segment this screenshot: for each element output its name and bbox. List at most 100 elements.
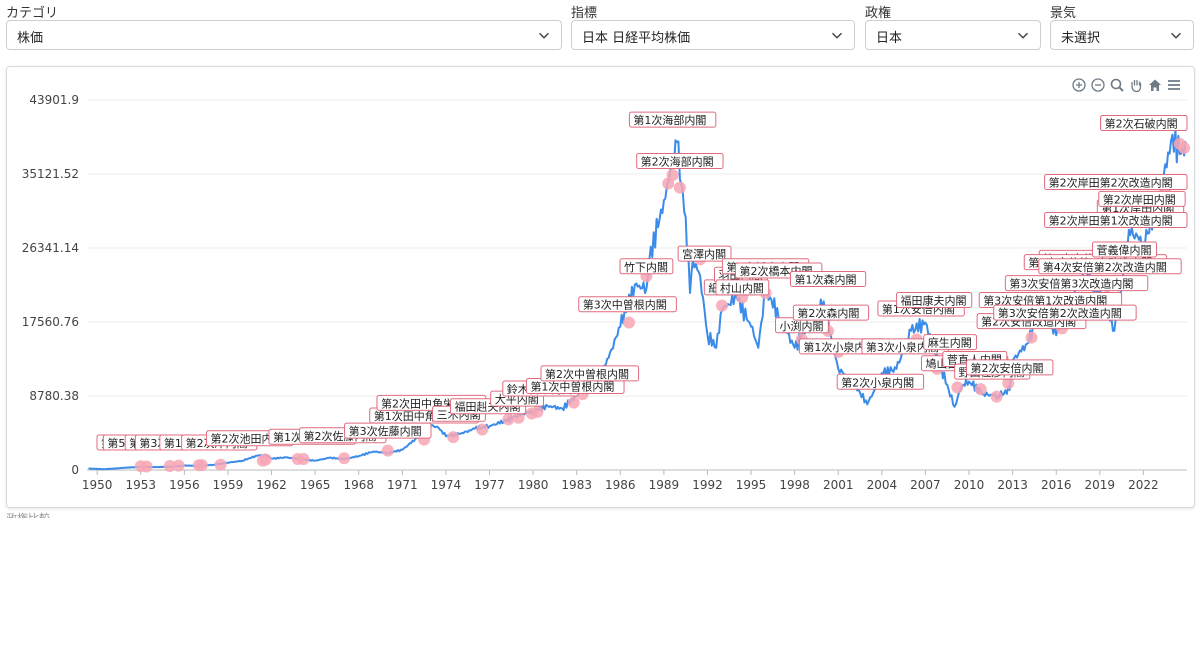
annotation-box: [540, 365, 640, 382]
event-marker: [172, 459, 185, 472]
annotation-label: 菅義偉内閣: [1092, 241, 1158, 258]
event-marker: [195, 459, 208, 472]
annotation-box: [578, 296, 677, 313]
chevron-down-icon: [1170, 32, 1182, 39]
annotation-box: [1038, 258, 1182, 275]
annotation-box: [1004, 275, 1149, 292]
annotation-text: 第1次海部内閣: [633, 113, 706, 127]
annotation-text: 第3次佐藤内閣: [349, 424, 422, 438]
event-marker: [214, 458, 227, 471]
x-tick-label: 1953: [125, 478, 156, 492]
zoom-in-icon[interactable]: [1071, 77, 1087, 93]
annotation-box: [792, 304, 870, 321]
chart-panel: 0 8780.38 17560.76 26341.14 35121.52 43901.9 1…: [6, 66, 1195, 508]
annotation-text: 麻生内閣: [928, 336, 972, 350]
annotation-text: 第2次安倍内閣: [971, 361, 1044, 375]
annotation-box: [896, 292, 973, 309]
x-tick-label: 2022: [1128, 478, 1159, 492]
annotation-text: 竹下内閣: [624, 260, 668, 274]
x-tick-label: 1950: [82, 478, 113, 492]
annotation-text: 第2次中曽根内閣: [545, 367, 629, 381]
annotation-text: 第4次安倍第2次改造内閣: [1043, 260, 1167, 274]
event-marker: [297, 453, 310, 466]
axes: 0 8780.38 17560.76 26341.14 35121.52 43901.9 1…: [22, 93, 1187, 492]
x-tick-label: 1983: [561, 478, 592, 492]
magnifier-icon[interactable]: [1109, 77, 1125, 93]
annotation-text: 菅義偉内閣: [1097, 243, 1152, 257]
annotation-box: [715, 279, 770, 296]
category-select[interactable]: 株価: [6, 20, 562, 50]
x-tick-label: 1977: [474, 478, 505, 492]
annotations: 第5次吉田内閣第5次吉田内閣第1次鳩山内閣第3次鳩山内閣第1次岸内閣第2次岸内閣…: [96, 111, 1188, 451]
annotation-label: 宮澤内閣: [677, 245, 732, 262]
x-tick-label: 2010: [954, 478, 985, 492]
event-marker: [1025, 331, 1038, 344]
annotation-text: 福田康夫内閣: [901, 294, 967, 308]
x-tick-label: 2013: [997, 478, 1028, 492]
category-value: 株価: [17, 31, 44, 46]
annotation-text: 第3次安倍第3次改造内閣: [1009, 277, 1133, 291]
y-tick-label: 17560.76: [22, 315, 79, 329]
menu-icon[interactable]: [1166, 77, 1182, 93]
annotation-label: 第3次安倍第2次改造内閣: [993, 304, 1137, 321]
annotation-text: 第2次海部内閣: [641, 154, 714, 168]
x-tick-label: 1986: [605, 478, 636, 492]
x-tick-label: 1995: [736, 478, 767, 492]
annotation-box: [1044, 211, 1188, 228]
x-tick-label: 1998: [779, 478, 810, 492]
annotation-text: 第2次小泉内閣: [841, 375, 914, 389]
annotation-text: 第3次中曽根内閣: [583, 298, 667, 312]
event-marker: [447, 431, 460, 444]
annotation-label: 第2次岸田第2次改造内閣: [1044, 174, 1188, 191]
annotation-text: 第2次池田内閣: [211, 432, 284, 446]
event-marker: [381, 444, 394, 457]
annotation-text: 村山内閣: [720, 281, 764, 295]
annotation-label: 第2次安倍内閣: [966, 359, 1054, 376]
home-icon[interactable]: [1147, 77, 1163, 93]
event-marker: [338, 452, 351, 465]
annotation-text: 第1次森内閣: [794, 272, 856, 286]
annotation-box: [993, 304, 1137, 321]
event-marker: [512, 411, 525, 424]
annotation-text: 小渕内閣: [780, 319, 824, 333]
annotation-label: 麻生内閣: [923, 334, 978, 351]
annotation-box: [923, 334, 978, 351]
event-marker: [990, 390, 1003, 403]
annotation-label: 第3次中曽根内閣: [578, 296, 677, 313]
annotation-label: 第2次中曽根内閣: [540, 365, 640, 382]
x-tick-label: 1971: [387, 478, 418, 492]
event-marker: [259, 453, 272, 466]
annotation-text: 第3次小泉内閣: [866, 340, 939, 354]
government-select[interactable]: 日本: [865, 20, 1041, 50]
indicator-select[interactable]: 日本 日経平均株価: [571, 20, 855, 50]
annotation-box: [677, 245, 732, 262]
pan-hand-icon[interactable]: [1128, 77, 1144, 93]
event-marker: [623, 316, 636, 329]
x-tick-label: 2001: [823, 478, 854, 492]
x-tick-label: 2004: [867, 478, 898, 492]
x-tick-label: 2016: [1041, 478, 1072, 492]
filter-bar: カテゴリ 株価 指標 日本 日経平均株価 政権 日本 景気 未選択: [0, 0, 1200, 56]
annotation-text: 第1次中曽根内閣: [530, 379, 614, 393]
y-tick-label: 35121.52: [22, 167, 79, 181]
zoom-out-icon[interactable]: [1090, 77, 1106, 93]
stock-price-chart[interactable]: 0 8780.38 17560.76 26341.14 35121.52 43901.9 1…: [7, 67, 1194, 507]
annotation-box: [628, 111, 717, 128]
annotation-label: 第3次安倍第1次改造内閣: [978, 292, 1123, 309]
x-tick-label: 1992: [692, 478, 723, 492]
economy-label: 景気: [1050, 6, 1077, 21]
event-marker: [567, 396, 580, 409]
annotation-label: 第2次石破内閣: [1100, 115, 1188, 132]
annotation-text: 第2次石破内閣: [1105, 117, 1178, 131]
x-tick-label: 1962: [256, 478, 287, 492]
event-marker: [1002, 377, 1015, 390]
annotation-box: [836, 373, 925, 390]
economy-select[interactable]: 未選択: [1050, 20, 1194, 50]
annotation-text: 第1次小泉内閣: [803, 340, 876, 354]
x-tick-label: 1965: [300, 478, 331, 492]
y-tick-label: 0: [71, 463, 79, 477]
annotation-label: 第2次岸田内閣: [1098, 190, 1186, 207]
annotation-text: 宮澤内閣: [682, 247, 726, 261]
annotation-box: [1098, 190, 1186, 207]
event-marker: [531, 405, 544, 418]
